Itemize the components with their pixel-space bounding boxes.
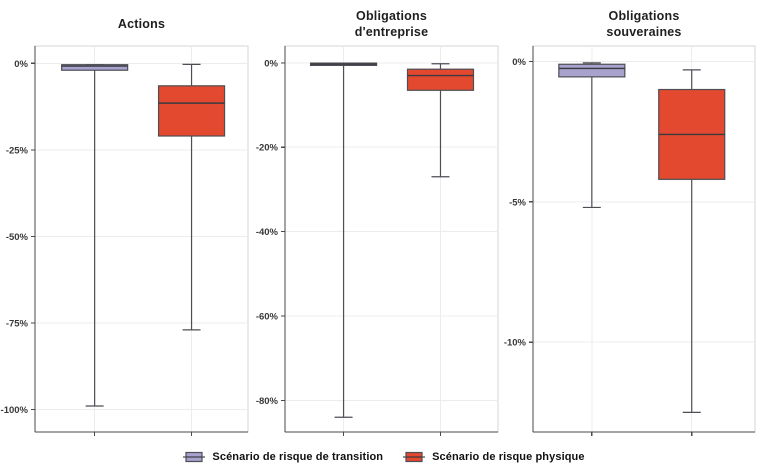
svg-text:-5%: -5%	[509, 197, 526, 208]
svg-text:-50%: -50%	[6, 232, 29, 243]
legend-label-transition: Scénario de risque de transition	[212, 451, 384, 463]
svg-text:-10%: -10%	[504, 338, 527, 349]
svg-text:0%: 0%	[14, 59, 28, 70]
svg-text:0%: 0%	[512, 57, 526, 68]
chart-legend: Scénario de risque de transition Scénari…	[0, 445, 768, 469]
facet-title-obligations-souveraines: Obligations souveraines	[606, 9, 682, 39]
svg-text:-25%: -25%	[6, 145, 29, 156]
svg-text:-60%: -60%	[256, 311, 279, 322]
boxplot-key-transition-icon	[183, 451, 206, 463]
facet-title-obligations-entreprise: Obligations d'entreprise	[354, 9, 429, 39]
svg-text:-75%: -75%	[6, 318, 29, 329]
svg-text:-20%: -20%	[256, 143, 279, 154]
svg-text:-100%: -100%	[1, 405, 29, 416]
legend-label-physique: Scénario de risque physique	[432, 451, 585, 463]
svg-text:-80%: -80%	[256, 396, 279, 407]
boxplot-key-physique-icon	[403, 451, 426, 463]
svg-text:0%: 0%	[264, 58, 278, 69]
facet-title-actions: Actions	[117, 17, 166, 32]
legend-item-transition: Scénario de risque de transition	[183, 451, 383, 463]
legend-item-physique: Scénario de risque physique	[403, 451, 584, 463]
svg-text:-40%: -40%	[256, 227, 279, 238]
